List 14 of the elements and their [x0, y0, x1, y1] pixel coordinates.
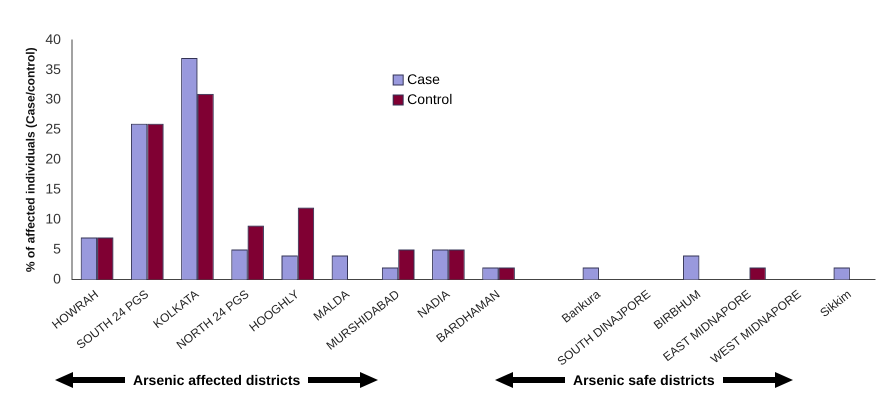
y-tick-label: 0: [53, 270, 62, 286]
legend-label: Case: [407, 70, 440, 87]
y-tick-label: 5: [53, 240, 62, 256]
y-tick-label: 25: [45, 120, 62, 137]
legend-label: Control: [407, 90, 452, 107]
text: Arsenic affected districts: [133, 372, 300, 388]
y-axis-title: % of affected individuals (Case/control): [24, 47, 38, 272]
y-tick-label: 15: [45, 180, 62, 197]
y-tick-label: 40: [45, 30, 62, 47]
y-tick-label: 10: [45, 210, 62, 226]
text: Arsenic safe districts: [573, 372, 715, 388]
y-tick-label: 20: [45, 150, 62, 167]
y-tick-label: 35: [45, 60, 62, 77]
y-tick-label: 30: [45, 90, 62, 107]
